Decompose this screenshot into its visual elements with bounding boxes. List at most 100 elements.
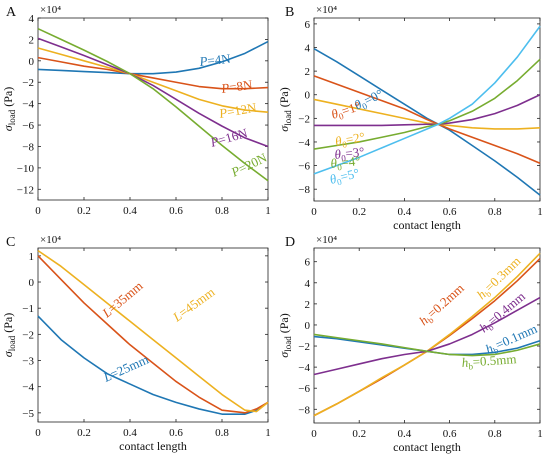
series-line [313, 58, 541, 150]
y-tick-label: −8 [22, 141, 34, 153]
panel-letter: B [285, 5, 294, 20]
series-label: θ0=1° [329, 98, 363, 123]
x-tick-label: 0 [35, 205, 41, 217]
panel-letter: D [285, 235, 295, 250]
series-line [313, 333, 541, 357]
y-tick-label: 4 [305, 43, 311, 55]
series-line [37, 255, 269, 414]
y-tick-label: −10 [17, 163, 35, 175]
x-tick-label: 0.4 [398, 428, 412, 440]
series-line [313, 75, 541, 164]
y-tick-label: 1 [29, 251, 35, 263]
panel-letter: C [6, 235, 15, 250]
y-tick-label: 0 [305, 320, 311, 332]
y-tick-label: −8 [298, 404, 310, 416]
y-tick-label: −4 [298, 137, 310, 149]
y-tick-label: −2 [298, 113, 310, 125]
x-tick-label: 1 [537, 206, 543, 218]
y-tick-label: −6 [22, 120, 34, 132]
svg-text:θ0=3°: θ0=3° [334, 144, 366, 164]
series-label: θ0=3° [334, 144, 366, 164]
axis-exponent: ×10⁴ [316, 4, 337, 16]
series-label: θ0=2° [334, 129, 366, 151]
y-tick-label: 2 [305, 66, 311, 78]
series-line [37, 56, 269, 90]
svg-text:hb=0.2mm: hb=0.2mm [416, 280, 468, 329]
x-tick-label: 0.6 [169, 427, 183, 439]
series-line [37, 37, 269, 148]
x-tick-label: 0.2 [77, 427, 91, 439]
y-tick-label: −1 [22, 303, 34, 315]
y-tick-label: 4 [29, 13, 35, 25]
svg-text:hb=0.5mm: hb=0.5mm [461, 351, 517, 372]
x-tick-label: 1 [265, 427, 271, 439]
y-tick-label: 2 [305, 299, 311, 311]
series-line [313, 25, 541, 175]
x-tick-label: 0.6 [443, 206, 457, 218]
axes-frame [313, 17, 541, 202]
panel-d: 0 0.2 0.4 0.6 0.8 1−8−6−4−20246hb=0.1mmhb=0.2… [277, 234, 543, 454]
series-label: P=8N [219, 77, 254, 96]
x-tick-label: 0.4 [123, 427, 137, 439]
series-label: hb=0.5mm [461, 351, 517, 372]
series-line [37, 40, 269, 75]
y-tick-label: 0 [29, 56, 35, 68]
x-tick-label: 0.8 [215, 205, 229, 217]
x-tick-label: 0 [311, 428, 317, 440]
axis-exponent: ×10⁴ [40, 234, 61, 246]
x-tick-label: 0.8 [488, 428, 502, 440]
x-tick-label: 0 [311, 206, 317, 218]
y-tick-label: 6 [305, 19, 311, 31]
axes-frame [37, 17, 269, 201]
svg-text:P=8N: P=8N [219, 77, 254, 96]
axes-frame [37, 247, 269, 423]
y-tick-label: −8 [298, 184, 310, 196]
axis-exponent: ×10⁴ [316, 234, 337, 246]
y-tick-label: −6 [298, 383, 310, 395]
svg-text:θ0=2°: θ0=2° [334, 129, 366, 151]
panel-c: 0 0.2 0.4 0.6 0.8 1−5−4−3−2−101L=25mmL=35mmL=… [1, 234, 271, 453]
svg-text:σload (Pa): σload (Pa) [277, 313, 293, 357]
axes-frame [313, 247, 541, 424]
y-tick-label: 0 [305, 90, 311, 102]
svg-text:σload (Pa): σload (Pa) [1, 87, 17, 131]
x-tick-label: 0.6 [169, 205, 183, 217]
series-line [37, 47, 269, 114]
x-tick-label: 0.8 [488, 206, 502, 218]
svg-text:σload (Pa): σload (Pa) [277, 87, 293, 131]
x-tick-label: 0.4 [123, 205, 137, 217]
axis-exponent: ×10⁴ [40, 4, 61, 16]
series-line [37, 315, 269, 415]
series-label: θ0=5° [328, 165, 361, 189]
x-axis-label: contact length [393, 440, 461, 454]
panel-a: 0 0.2 0.4 0.6 0.8 1 −12 −10 −8 −6 −4 −2 0 2 4 P=4N P=8N P… [1, 4, 271, 217]
y-tick-label: 2 [29, 34, 35, 46]
y-tick-label: 0 [29, 277, 35, 289]
x-tick-label: 0.4 [398, 206, 412, 218]
y-tick-label: −2 [22, 77, 34, 89]
svg-text:L=25mm: L=25mm [100, 352, 151, 386]
series-label: L=45mm [169, 284, 217, 325]
x-tick-label: 0.8 [215, 427, 229, 439]
y-tick-label: −4 [22, 382, 34, 394]
series-line [314, 94, 541, 127]
svg-text:θ0=1°: θ0=1° [329, 98, 363, 123]
series-label: P=4N [198, 51, 232, 69]
series-label: hb=0.2mm [416, 280, 468, 329]
y-tick-label: −2 [22, 329, 34, 341]
y-axis-label: σload (Pa) [1, 87, 17, 131]
series-label: θ0=4° [330, 153, 361, 172]
x-tick-label: 0 [35, 427, 41, 439]
x-tick-label: 0.6 [443, 428, 457, 440]
x-tick-label: 0.2 [352, 206, 366, 218]
y-axis-label: σload (Pa) [277, 87, 293, 131]
series-line [37, 249, 269, 413]
panel-b: 0 0.2 0.4 0.6 0.8 1−8−6−4−20246θ0=0°θ0=1°θ0=2… [277, 4, 543, 232]
svg-text:P=12N: P=12N [217, 100, 258, 122]
y-axis-label: σload (Pa) [277, 313, 293, 357]
svg-text:θ0=5°: θ0=5° [328, 165, 361, 189]
svg-text:L=45mm: L=45mm [169, 284, 217, 325]
panel-letter: A [6, 5, 17, 20]
y-axis-label: σload (Pa) [1, 313, 17, 357]
series-line [37, 27, 269, 182]
